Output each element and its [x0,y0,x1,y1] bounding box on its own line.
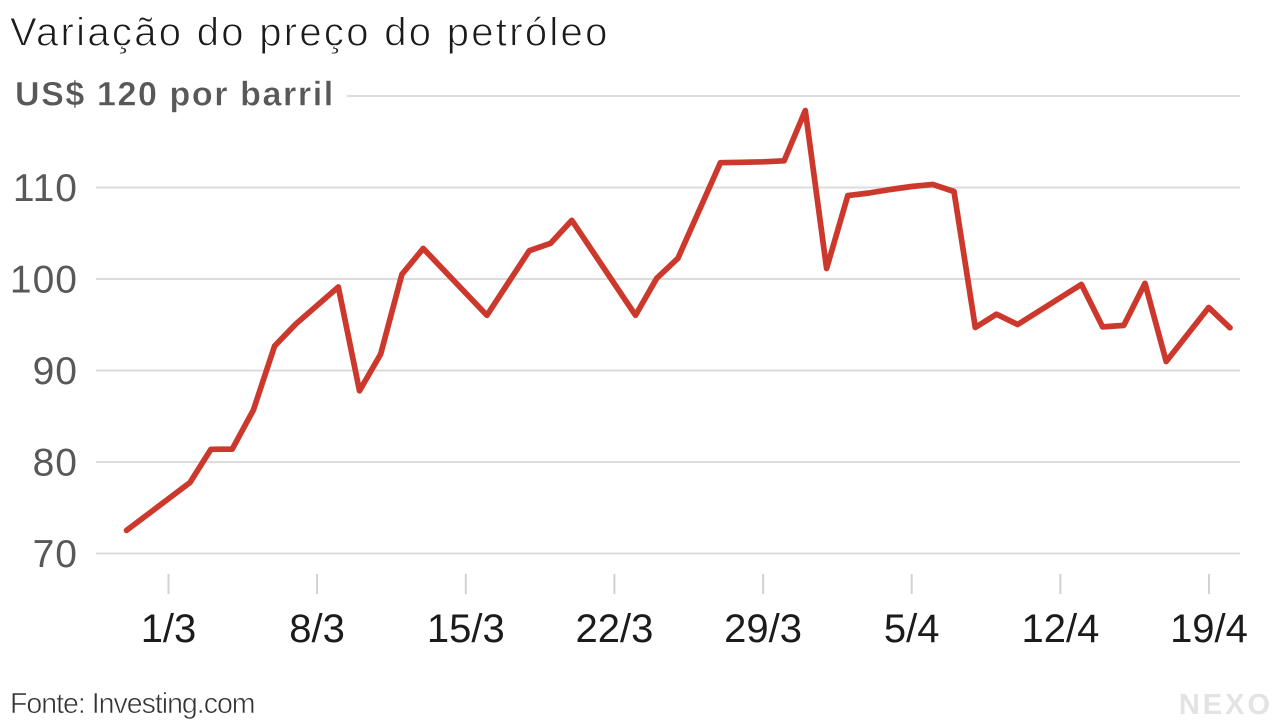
svg-text:12/4: 12/4 [1021,607,1099,651]
svg-text:8/3: 8/3 [289,607,345,651]
svg-text:Variação do preço do petróleo: Variação do preço do petróleo [10,11,610,55]
svg-text:1/3: 1/3 [141,607,197,651]
svg-text:NEXO: NEXO [1179,689,1273,720]
svg-text:22/3: 22/3 [575,607,653,651]
svg-text:19/4: 19/4 [1170,607,1248,651]
svg-text:29/3: 29/3 [724,607,802,651]
svg-text:100: 100 [10,259,78,302]
svg-text:90: 90 [33,350,78,393]
svg-text:US$ 120 por barril: US$ 120 por barril [15,76,335,114]
svg-text:110: 110 [13,167,78,210]
svg-text:80: 80 [33,442,78,485]
svg-text:70: 70 [33,533,78,576]
svg-text:5/4: 5/4 [884,607,940,651]
svg-text:15/3: 15/3 [427,607,505,651]
svg-text:Fonte: Investing.com: Fonte: Investing.com [10,688,255,720]
